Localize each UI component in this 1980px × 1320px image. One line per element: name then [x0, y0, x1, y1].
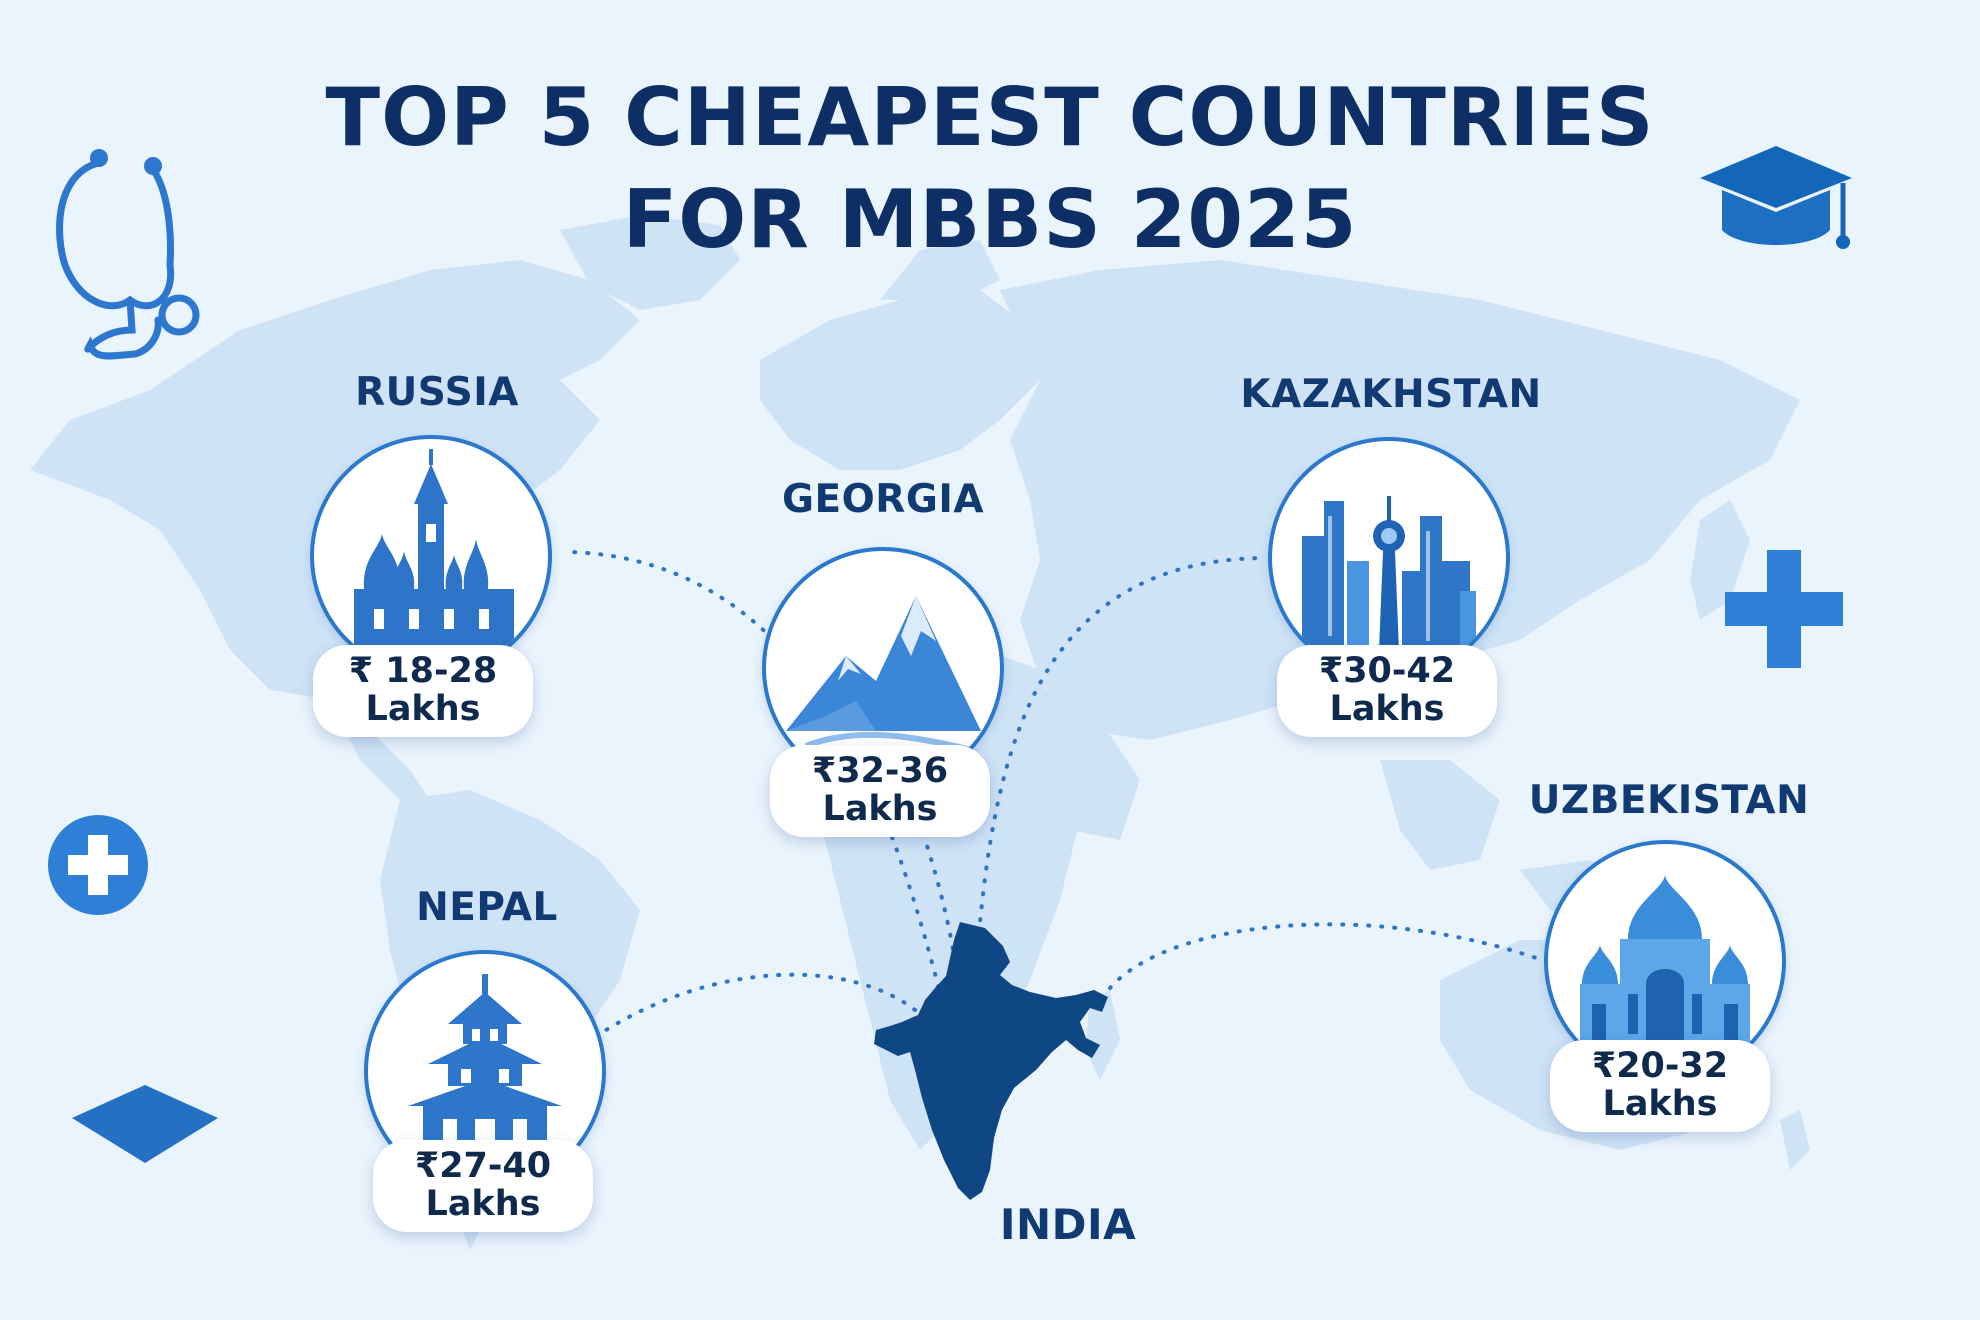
page-title-line-2: FOR MBBS 2025	[622, 173, 1358, 266]
cost-range: ₹27-40	[414, 1146, 552, 1186]
page-title-line-1: TOP 5 CHEAPEST COUNTRIES	[325, 71, 1655, 164]
origin-label-india: INDIA	[999, 1200, 1137, 1249]
connector-lines	[568, 550, 1544, 1032]
graduation-cap-icon	[1700, 146, 1852, 249]
cost-range: ₹32-36	[811, 751, 949, 791]
country-name-kazakhstan: KAZAKHSTAN	[1240, 372, 1542, 417]
medical-cross-icon	[1725, 550, 1843, 668]
cost-range: ₹30-42	[1318, 651, 1456, 691]
cost-unit: Lakhs	[365, 689, 481, 729]
connector-georgia	[908, 788, 962, 1002]
cost-range: ₹ 18-28	[348, 651, 498, 691]
stethoscope-icon	[56, 159, 200, 360]
country-name-georgia: GEORGIA	[781, 477, 985, 522]
city-skyline-icon	[1302, 496, 1476, 651]
medical-cross-badge-icon	[48, 815, 148, 915]
cathedral-icon	[354, 449, 514, 647]
country-name-uzbekistan: UZBEKISTAN	[1528, 778, 1810, 823]
landmark-circle-kazakhstan	[1268, 437, 1510, 679]
cost-badge-russia: ₹ 18-28 Lakhs	[313, 645, 533, 737]
cost-range: ₹20-32	[1591, 1046, 1729, 1086]
country-name-nepal: NEPAL	[416, 885, 558, 930]
cost-badge-georgia: ₹32-36 Lakhs	[770, 745, 990, 837]
cost-badge-uzbekistan: ₹20-32 Lakhs	[1550, 1040, 1770, 1132]
cost-badge-nepal: ₹27-40 Lakhs	[373, 1140, 593, 1232]
connector-kazakhstan	[973, 556, 1267, 987]
connector-nepal	[604, 972, 917, 1032]
stethoscope-earpieces	[90, 149, 162, 175]
cost-badge-kazakhstan: ₹30-42 Lakhs	[1277, 645, 1497, 737]
connector-russia	[568, 550, 950, 1027]
cost-unit: Lakhs	[425, 1184, 541, 1224]
landmark-circle-russia	[310, 435, 552, 677]
diamond-shape-icon	[72, 1085, 218, 1163]
cost-unit: Lakhs	[1602, 1084, 1718, 1124]
india-map-icon	[874, 922, 1108, 1200]
country-name-russia: RUSSIA	[355, 370, 519, 415]
cost-unit: Lakhs	[822, 789, 938, 829]
cost-unit: Lakhs	[1329, 689, 1445, 729]
connector-uzbekistan	[1108, 922, 1544, 990]
